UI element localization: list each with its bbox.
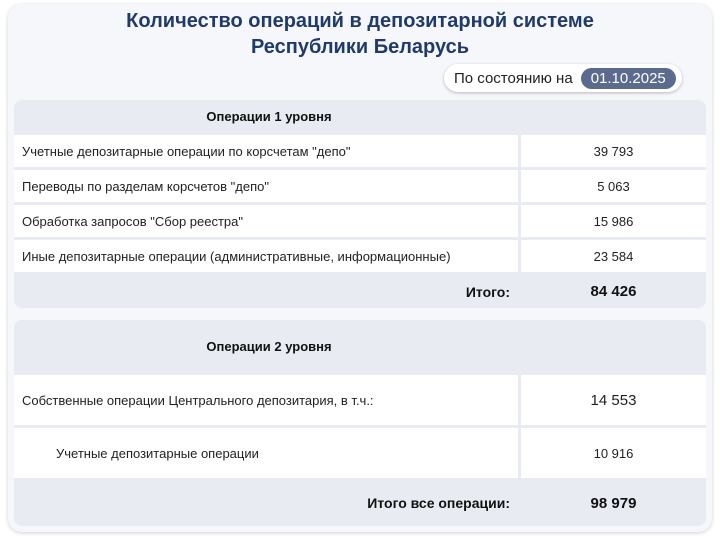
status-date-pill: По состоянию на 01.10.2025 [444, 64, 682, 92]
level1-table: Операции 1 уровня Учетные депозитарные о… [14, 100, 706, 308]
level1-header: Операции 1 уровня [14, 100, 706, 133]
row-value: 23 584 [521, 240, 706, 272]
status-date-badge: 01.10.2025 [580, 67, 676, 89]
row-label: Переводы по разделам корсчетов "депо" [14, 170, 518, 202]
total-value: 84 426 [521, 275, 706, 308]
table-row: Иные депозитарные операции (администрати… [14, 240, 706, 272]
table-row: Учетные депозитарные операции по корсчет… [14, 135, 706, 167]
row-value: 15 986 [521, 205, 706, 237]
row-label: Учетные депозитарные операции по корсчет… [14, 135, 518, 167]
table-row: Учетные депозитарные операции 10 916 [14, 428, 706, 478]
page-title-line2: Республики Беларусь [250, 36, 470, 58]
row-value: 10 916 [521, 428, 706, 478]
table-row: Собственные операции Центрального депози… [14, 375, 706, 425]
row-label: Учетные депозитарные операции [14, 428, 518, 478]
row-label: Обработка запросов "Сбор реестра" [14, 205, 518, 237]
level1-total-row: Итого: 84 426 [14, 275, 706, 308]
status-label: По состоянию на [454, 69, 573, 87]
total-label: Итого все операции: [14, 480, 518, 526]
row-value: 14 553 [521, 375, 706, 425]
row-label: Собственные операции Центрального депози… [14, 375, 518, 425]
level2-header-text: Операции 2 уровня [206, 338, 332, 354]
row-value: 39 793 [521, 135, 706, 167]
page-title: Количество операций в депозитарной систе… [0, 8, 720, 60]
page-title-line1: Количество операций в депозитарной систе… [126, 10, 594, 32]
level2-header: Операции 2 уровня [14, 320, 706, 372]
table-row: Обработка запросов "Сбор реестра" 15 986 [14, 205, 706, 237]
table-row: Переводы по разделам корсчетов "депо" 5 … [14, 170, 706, 202]
level2-table: Операции 2 уровня Собственные операции Ц… [14, 320, 706, 526]
level2-total-row: Итого все операции: 98 979 [14, 480, 706, 526]
total-value: 98 979 [521, 480, 706, 526]
row-value: 5 063 [521, 170, 706, 202]
level1-header-text: Операции 1 уровня [206, 109, 332, 124]
total-label: Итого: [14, 275, 518, 308]
row-label: Иные депозитарные операции (администрати… [14, 240, 518, 272]
